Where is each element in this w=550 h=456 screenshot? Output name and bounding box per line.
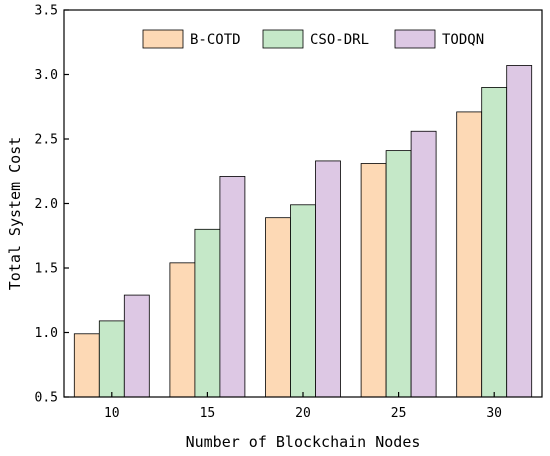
x-tick-label: 30 bbox=[486, 406, 502, 421]
bar-todqn-10 bbox=[123, 294, 150, 398]
bar-b-cotd-10 bbox=[73, 333, 100, 398]
x-tick-label: 10 bbox=[104, 406, 120, 421]
bar-cso-drl-10 bbox=[98, 320, 125, 398]
bar-cso-drl-30 bbox=[481, 87, 508, 398]
y-tick-label: 1.5 bbox=[35, 262, 58, 277]
bar-todqn-30 bbox=[506, 65, 533, 398]
x-tick-label: 15 bbox=[200, 406, 216, 421]
y-tick-label: 2.5 bbox=[35, 133, 58, 148]
bar-todqn-25 bbox=[410, 130, 437, 398]
bar-todqn-15 bbox=[219, 176, 246, 398]
y-tick-label: 0.5 bbox=[35, 391, 58, 406]
legend-swatch-b-cotd bbox=[142, 29, 184, 49]
y-tick-label: 2.0 bbox=[35, 197, 58, 212]
y-tick-label: 3.0 bbox=[35, 68, 58, 83]
y-axis: 0.5 1.0 1.5 2.0 2.5 3.0 3.5 bbox=[35, 4, 69, 406]
bar-b-cotd-25 bbox=[360, 163, 387, 398]
x-tick-label: 20 bbox=[295, 406, 311, 421]
y-tick-label: 1.0 bbox=[35, 326, 58, 341]
legend-label-b-cotd: B-COTD bbox=[190, 32, 241, 48]
legend-label-cso-drl: CSO-DRL bbox=[310, 32, 369, 48]
bar-cso-drl-20 bbox=[290, 204, 316, 398]
bar-b-cotd-15 bbox=[169, 262, 196, 398]
bar-b-cotd-20 bbox=[265, 217, 291, 398]
legend-label-todqn: TODQN bbox=[442, 32, 484, 48]
bar-todqn-20 bbox=[315, 160, 341, 398]
bars-layer bbox=[73, 65, 533, 398]
bar-cso-drl-15 bbox=[194, 228, 221, 398]
legend: B-COTD CSO-DRL TODQN bbox=[142, 29, 484, 49]
legend-swatch-todqn bbox=[394, 29, 436, 49]
x-tick-label: 25 bbox=[391, 406, 407, 421]
y-axis-label: Total System Cost bbox=[6, 137, 24, 291]
x-axis: 10 15 20 25 30 bbox=[104, 392, 502, 421]
x-axis-label: Number of Blockchain Nodes bbox=[186, 433, 421, 451]
bar-b-cotd-30 bbox=[456, 111, 483, 398]
y-tick-label: 3.5 bbox=[35, 4, 58, 19]
bar-cso-drl-25 bbox=[385, 150, 412, 398]
legend-swatch-cso-drl bbox=[262, 29, 304, 49]
